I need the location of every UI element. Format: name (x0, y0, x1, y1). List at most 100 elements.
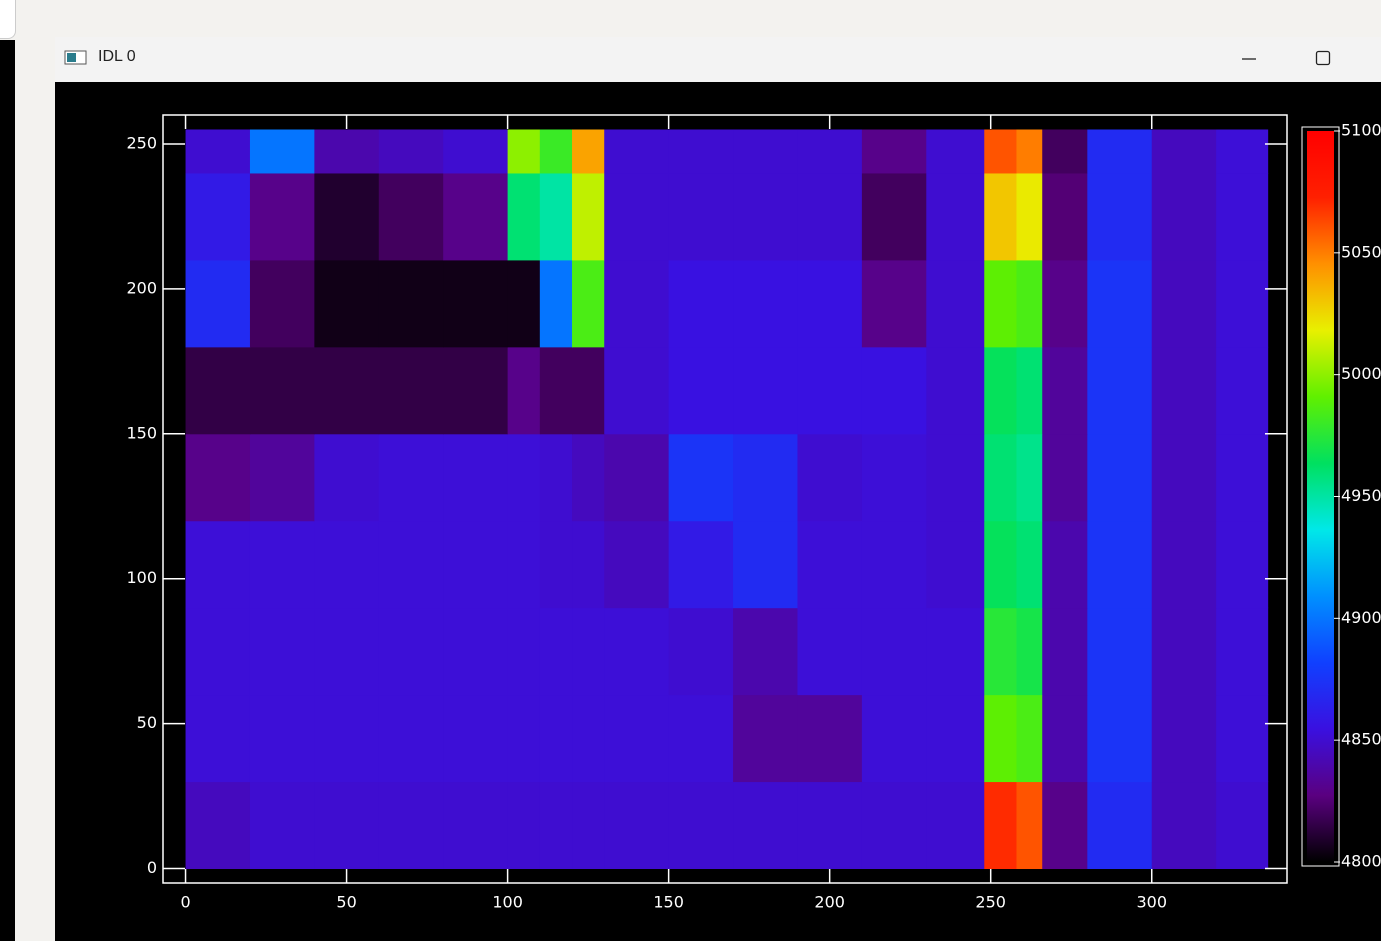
heatmap-cell (926, 172, 985, 261)
heatmap-cell (861, 172, 927, 261)
heatmap-cell (314, 781, 380, 870)
heatmap-cell (1216, 694, 1269, 783)
heatmap-cell (861, 607, 927, 696)
heatmap-cell (314, 520, 380, 609)
heatmap-cell (378, 781, 444, 870)
heatmap-cell (507, 520, 541, 609)
window-title: IDL 0 (98, 48, 136, 65)
heatmap-cell (797, 781, 863, 870)
heatmap-cell (984, 259, 1017, 348)
heatmap-cell (1151, 259, 1217, 348)
heatmap-cell (926, 607, 985, 696)
heatmap-cell (572, 259, 605, 348)
heatmap-cell (1042, 520, 1088, 609)
heatmap-cell (733, 129, 798, 174)
heatmap-cell (249, 346, 315, 435)
heatmap-cell (797, 259, 863, 348)
colorbar-tick-label: 4900 (1341, 608, 1381, 627)
heatmap-cell (314, 433, 380, 522)
heatmap-cell (861, 259, 927, 348)
heatmap-cell (443, 694, 509, 783)
heatmap-cell (861, 129, 927, 174)
heatmap-cell (1042, 259, 1088, 348)
heatmap-cell (733, 346, 798, 435)
heatmap-cell (572, 172, 605, 261)
x-tick-label: 100 (492, 893, 523, 912)
heatmap-cell (572, 694, 605, 783)
y-tick-label: 100 (126, 568, 157, 587)
heatmap-cell (443, 129, 509, 174)
x-tick-label: 0 (180, 893, 190, 912)
heatmap-cell (797, 433, 863, 522)
heatmap-cell (984, 520, 1017, 609)
heatmap-cell (1216, 781, 1269, 870)
colorbar-tick-label: 5100 (1341, 121, 1381, 140)
heatmap-cell (572, 520, 605, 609)
heatmap-cell (984, 781, 1017, 870)
heatmap-cell (539, 259, 573, 348)
heatmap-cell (984, 607, 1017, 696)
heatmap-cell (507, 172, 541, 261)
heatmap-cell (1151, 607, 1217, 696)
colorbar (1307, 131, 1334, 862)
heatmap-cell (1087, 520, 1153, 609)
heatmap-cell (1016, 607, 1043, 696)
heatmap-cell (249, 172, 315, 261)
maximize-button[interactable] (1315, 50, 1331, 66)
side-panel-dark (0, 40, 15, 941)
heatmap-cell (185, 781, 251, 870)
heatmap-cell (604, 781, 670, 870)
minimize-button[interactable] (1241, 51, 1257, 67)
heatmap-cell (572, 607, 605, 696)
heatmap-cell (443, 259, 509, 348)
heatmap-cell (797, 346, 863, 435)
heatmap-cell (185, 520, 251, 609)
heatmap-cell (249, 781, 315, 870)
y-tick-label: 0 (147, 858, 157, 877)
colorbar-tick-label: 4850 (1341, 730, 1381, 749)
heatmap-cell (314, 346, 380, 435)
heatmap-cell (668, 433, 734, 522)
heatmap-cell (1151, 520, 1217, 609)
colorbar-tick-label: 4950 (1341, 486, 1381, 505)
heatmap-cell (733, 607, 798, 696)
heatmap-cell (668, 259, 734, 348)
heatmap-cell (1087, 694, 1153, 783)
heatmap-cell (378, 520, 444, 609)
heatmap-cell (443, 346, 509, 435)
heatmap-cell (1042, 694, 1088, 783)
heatmap-cell (861, 433, 927, 522)
heatmap-cell (572, 433, 605, 522)
heatmap-cell (861, 781, 927, 870)
heatmap-cell (733, 259, 798, 348)
heatmap-cell (185, 346, 251, 435)
heatmap-cell (507, 346, 541, 435)
heatmap-cell (314, 172, 380, 261)
heatmap-cell (733, 781, 798, 870)
heatmap-cell (733, 172, 798, 261)
heatmap-cell (984, 172, 1017, 261)
heatmap-cell (539, 346, 573, 435)
heatmap-cell (1216, 129, 1269, 174)
axes-frame (162, 114, 1288, 884)
heatmap-cell (1087, 433, 1153, 522)
heatmap-cell (604, 694, 670, 783)
heatmap-cell (1087, 346, 1153, 435)
heatmap-cell (668, 129, 734, 174)
heatmap-cell (604, 172, 670, 261)
heatmap-cell (926, 433, 985, 522)
x-tick-label: 50 (336, 893, 356, 912)
heatmap-cell (1216, 172, 1269, 261)
heatmap-cell (1087, 259, 1153, 348)
x-tick-label: 200 (814, 893, 845, 912)
heatmap-cell (861, 346, 927, 435)
heatmap-cell (604, 129, 670, 174)
app-icon (64, 50, 87, 65)
heatmap-cell (378, 346, 444, 435)
heatmap-cell (604, 520, 670, 609)
heatmap-cell (984, 129, 1017, 174)
heatmap-cell (797, 607, 863, 696)
heatmap-cell (507, 129, 541, 174)
heatmap-cell (1042, 172, 1088, 261)
y-tick-label: 250 (126, 133, 157, 152)
